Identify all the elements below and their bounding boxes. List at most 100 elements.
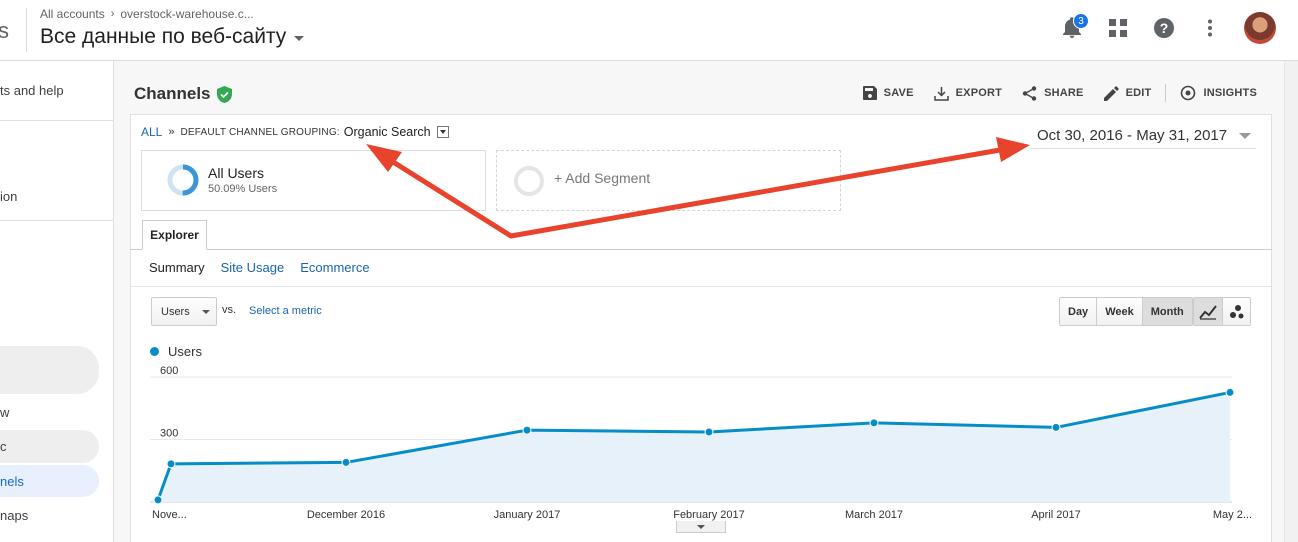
breadcrumb-separator: ›	[110, 8, 115, 20]
export-icon	[933, 86, 949, 101]
help-icon[interactable]: ?	[1152, 16, 1176, 40]
left-nav: ts and help ion w c nels naps	[0, 61, 114, 542]
line-chart-button[interactable]	[1194, 298, 1222, 325]
dimension-dropdown-icon[interactable]	[436, 126, 449, 138]
scrollbar[interactable]	[1284, 61, 1298, 542]
edit-button[interactable]: EDIT	[1103, 85, 1152, 101]
sidebar-item-overview[interactable]: w	[0, 405, 10, 420]
insights-label: INSIGHTS	[1203, 87, 1257, 99]
legend-label: Users	[168, 344, 202, 359]
chevron-down-icon	[201, 309, 210, 314]
chart-type-toggle	[1193, 297, 1251, 326]
divider	[0, 120, 114, 121]
share-button[interactable]: SHARE	[1022, 85, 1084, 101]
subtab-summary[interactable]: Summary	[149, 260, 205, 275]
notification-badge: 3	[1073, 13, 1089, 29]
account-breadcrumb[interactable]: All accounts › overstock-warehouse.c...	[40, 7, 254, 21]
dimension-value: Organic Search	[343, 125, 431, 139]
dimension-breadcrumb: ALL » DEFAULT CHANNEL GROUPING: Organic …	[141, 125, 449, 139]
divider	[26, 8, 27, 52]
x-tick-label: May 2...	[1213, 509, 1252, 521]
metric-select-value: Users	[161, 305, 190, 318]
view-selector[interactable]: Все данные по веб-сайту	[40, 25, 305, 49]
sidebar-item-reports-and-help[interactable]: ts and help	[0, 83, 64, 98]
empty-segment-icon	[514, 166, 544, 196]
sidebar-item-channels-bg[interactable]	[0, 465, 99, 497]
breadcrumb-all-link[interactable]: ALL	[141, 125, 163, 139]
x-tick-label: March 2017	[845, 509, 903, 521]
series-area	[158, 392, 1230, 502]
data-point	[341, 457, 351, 467]
sidebar-item-acquisition[interactable]: ion	[0, 189, 18, 204]
sidebar-item-traffic[interactable]: c	[0, 439, 7, 454]
metric-select[interactable]: Users	[151, 297, 217, 326]
data-point	[1051, 422, 1061, 432]
data-point	[1225, 387, 1235, 397]
tab-divider	[130, 249, 1272, 250]
more-vert-icon[interactable]	[1198, 16, 1222, 40]
explorer-subtabs: Summary Site Usage Ecommerce	[149, 260, 370, 275]
breadcrumb-separator: »	[168, 126, 175, 138]
shield-check-icon	[216, 85, 232, 103]
motion-chart-button[interactable]	[1222, 298, 1250, 325]
breadcrumb-property[interactable]: overstock-warehouse.c...	[120, 7, 254, 21]
data-point	[522, 425, 532, 435]
apps-grid-icon[interactable]	[1106, 16, 1130, 40]
dimension-grouping-label: DEFAULT CHANNEL GROUPING:	[180, 126, 340, 138]
insights-button[interactable]: INSIGHTS	[1180, 85, 1257, 101]
export-button[interactable]: EXPORT	[933, 86, 1003, 101]
insights-icon	[1181, 85, 1196, 101]
toolbar-divider	[1165, 84, 1167, 102]
date-range-picker[interactable]: Oct 30, 2016 - May 31, 2017	[1030, 127, 1256, 149]
add-segment-button[interactable]: + Add Segment	[496, 150, 841, 211]
divider	[130, 286, 1272, 287]
chevron-down-icon	[1239, 133, 1252, 139]
product-logo-fragment[interactable]: s	[0, 18, 9, 43]
report-title: Channels	[134, 84, 211, 103]
segment-all-users[interactable]: All Users 50.09% Users	[141, 150, 486, 211]
segment-percentage: 50.09% Users	[208, 183, 278, 195]
breadcrumb-accounts[interactable]: All accounts	[40, 7, 105, 21]
x-tick-label: Nove...	[152, 509, 187, 521]
subtab-site-usage[interactable]: Site Usage	[220, 260, 285, 275]
edit-icon	[1103, 85, 1119, 101]
period-toggle: Day Week Month	[1059, 297, 1193, 326]
share-icon	[1022, 85, 1037, 101]
sidebar-item-channels[interactable]: nels	[0, 474, 24, 489]
notifications-bell-icon[interactable]: 3	[1060, 13, 1089, 40]
save-button[interactable]: SAVE	[862, 86, 914, 100]
avatar[interactable]	[1244, 12, 1276, 44]
save-icon	[862, 86, 877, 100]
subtab-ecommerce[interactable]: Ecommerce	[300, 260, 370, 275]
sidebar-section-highlight[interactable]	[0, 346, 99, 394]
data-point	[704, 427, 714, 437]
x-tick-label: February 2017	[673, 509, 745, 521]
users-chart: 600 300 Nove... December 2016 January 2017 Fe…	[150, 365, 1252, 521]
x-tick-label: January 2017	[494, 509, 561, 521]
divider	[0, 220, 114, 221]
report-toolbar: SAVE EXPORT SHARE EDIT INSIGHTS	[843, 84, 1257, 102]
line-chart-icon	[1199, 304, 1217, 320]
tab-explorer[interactable]: Explorer	[142, 220, 207, 250]
chart-expand-handle[interactable]	[676, 521, 726, 533]
edit-label: EDIT	[1125, 87, 1152, 99]
y-tick-label: 600	[160, 365, 178, 377]
motion-chart-icon	[1229, 304, 1243, 318]
period-day-button[interactable]: Day	[1060, 298, 1097, 325]
save-label: SAVE	[883, 87, 914, 99]
sidebar-item-traffic-bg[interactable]	[0, 430, 99, 463]
date-range-label: Oct 30, 2016 - May 31, 2017	[1037, 127, 1228, 144]
period-week-button[interactable]: Week	[1096, 298, 1142, 325]
segment-name: All Users	[208, 165, 265, 181]
svg-text:?: ?	[1160, 20, 1169, 36]
data-point	[166, 459, 176, 469]
sidebar-item-treemaps[interactable]: naps	[0, 508, 29, 523]
select-metric-link[interactable]: Select a metric	[249, 305, 322, 317]
chevron-down-icon	[294, 36, 305, 41]
data-point	[869, 418, 879, 428]
x-tick-label: April 2017	[1031, 509, 1081, 521]
top-bar: s All accounts › overstock-warehouse.c..…	[0, 0, 1298, 61]
export-label: EXPORT	[955, 87, 1003, 99]
vs-label: vs.	[222, 304, 237, 316]
period-month-button[interactable]: Month	[1141, 298, 1192, 325]
